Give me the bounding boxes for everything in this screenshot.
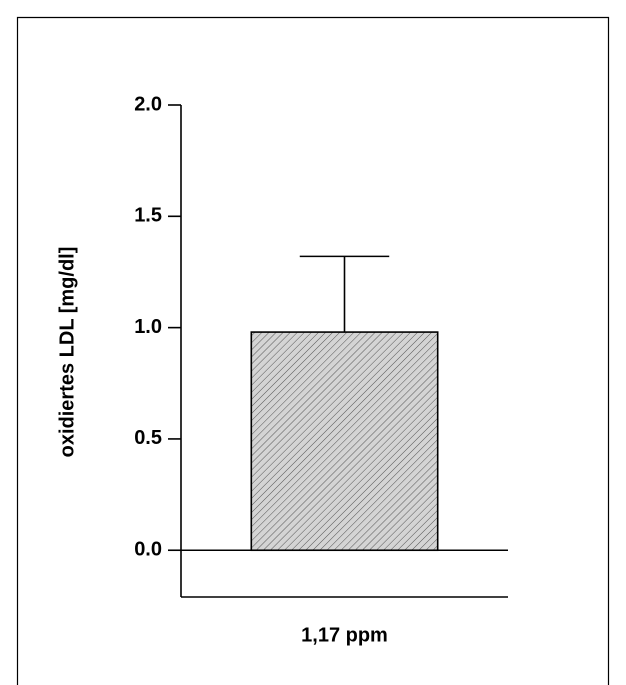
- y-tick-label: 1.0: [134, 316, 162, 338]
- y-tick-label: 0.0: [134, 539, 162, 561]
- x-tick-label: 1,17 ppm: [301, 624, 388, 646]
- y-tick-label: 0.5: [134, 427, 162, 449]
- frame: [16, 16, 610, 685]
- y-tick-label: 2.0: [134, 93, 162, 115]
- bar: [250, 331, 439, 552]
- y-tick-label: 1.5: [134, 205, 162, 227]
- y-axis-title: oxidiertes LDL [mg/dl]: [56, 247, 78, 458]
